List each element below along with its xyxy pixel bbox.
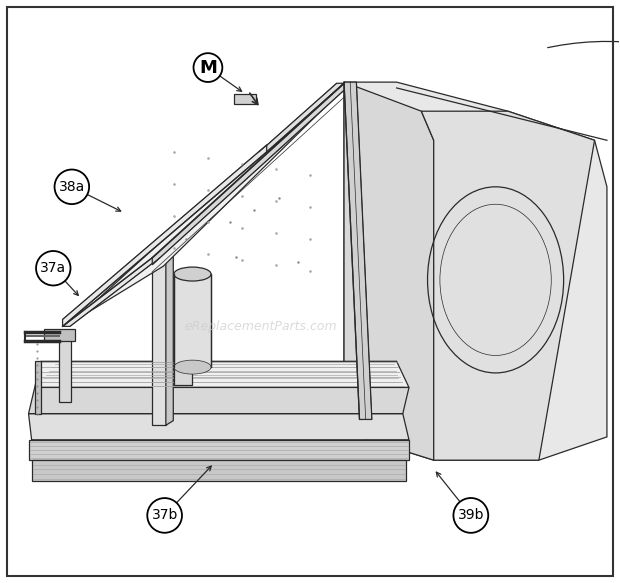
Text: M: M (199, 58, 217, 76)
Text: 37b: 37b (151, 508, 178, 522)
Polygon shape (60, 332, 71, 402)
Polygon shape (29, 388, 409, 413)
Text: eReplacementParts.com: eReplacementParts.com (184, 320, 337, 333)
Text: 38a: 38a (59, 180, 85, 194)
Polygon shape (63, 258, 160, 326)
Polygon shape (422, 111, 595, 460)
Ellipse shape (174, 267, 211, 281)
Text: 39b: 39b (458, 508, 484, 522)
Polygon shape (174, 274, 211, 367)
Polygon shape (344, 82, 434, 460)
Polygon shape (29, 440, 409, 460)
Polygon shape (234, 94, 256, 104)
Polygon shape (153, 83, 344, 265)
Polygon shape (344, 82, 607, 460)
Polygon shape (344, 82, 372, 419)
Polygon shape (74, 92, 340, 321)
Polygon shape (35, 361, 409, 388)
Polygon shape (35, 361, 41, 413)
Text: 37a: 37a (40, 261, 66, 275)
Polygon shape (153, 257, 166, 425)
Polygon shape (166, 252, 173, 425)
Polygon shape (63, 145, 267, 326)
Ellipse shape (174, 360, 211, 374)
Polygon shape (259, 83, 344, 152)
Polygon shape (174, 367, 192, 385)
Polygon shape (32, 460, 406, 480)
Polygon shape (29, 413, 409, 440)
Polygon shape (44, 329, 75, 341)
